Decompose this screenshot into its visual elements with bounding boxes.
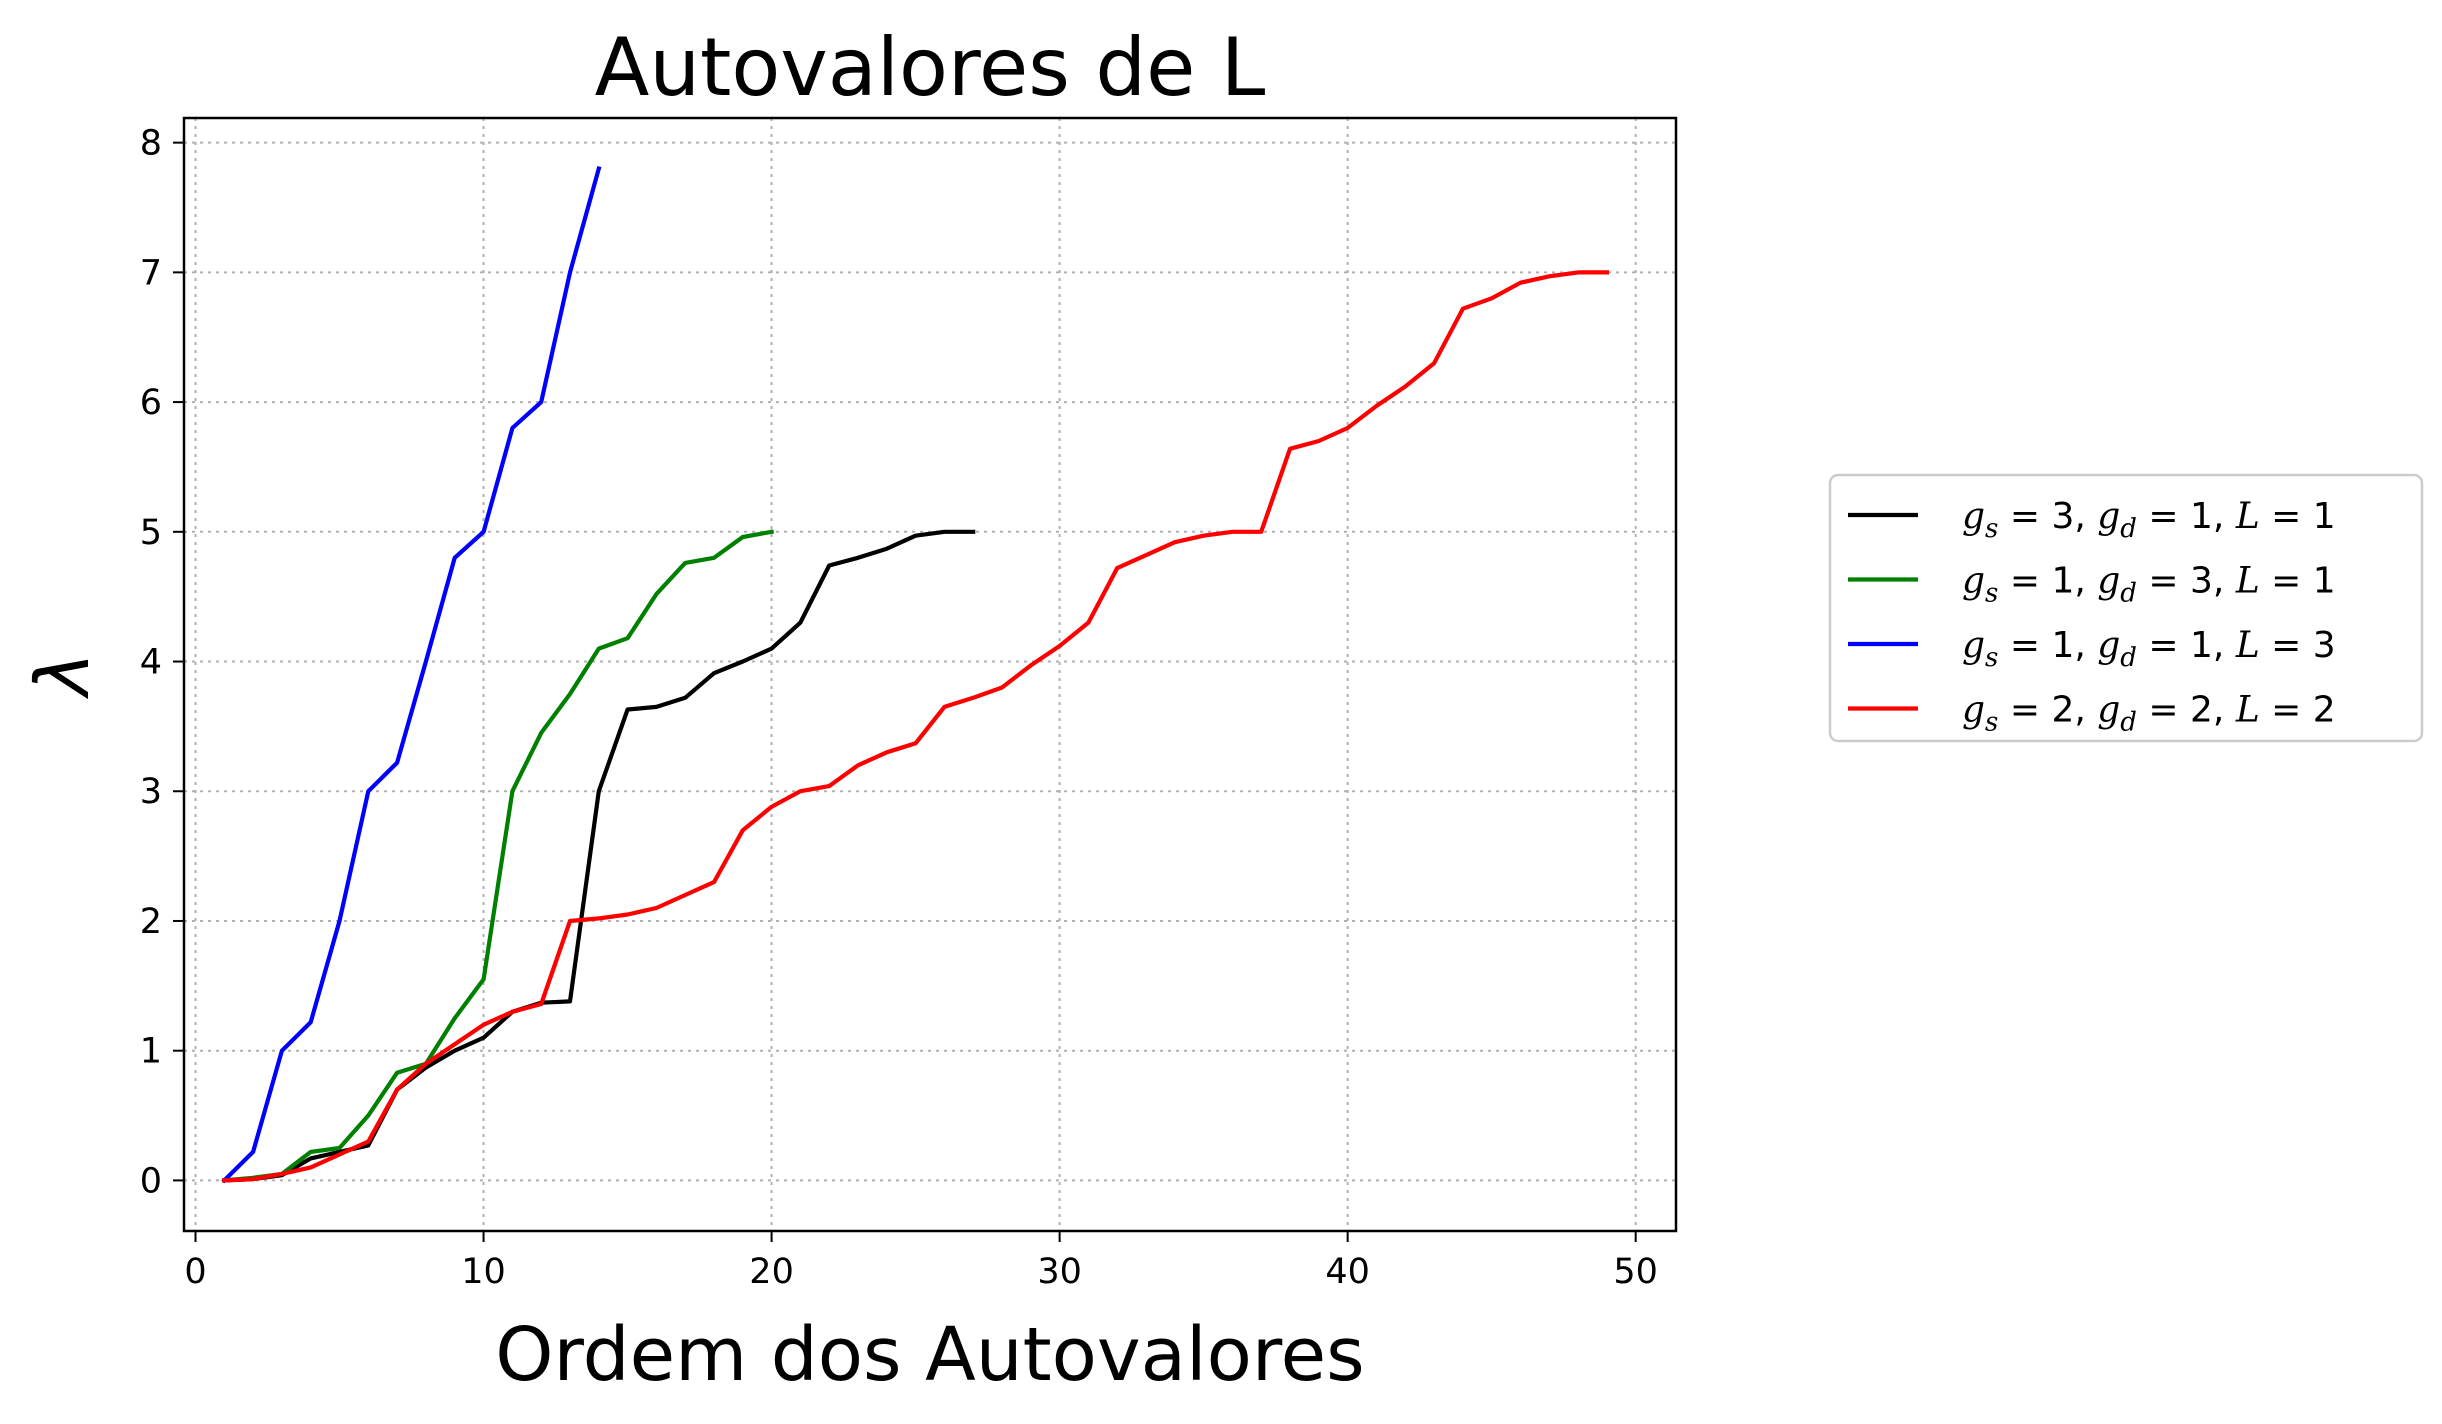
x-axis-label: Ordem dos Autovalores: [495, 1312, 1364, 1398]
y-tick-label: 6: [140, 383, 162, 423]
legend-entry: gs = 2, gd = 2, L = 2: [1848, 690, 2336, 738]
x-axis-ticks: 0 10 20 30 40 50: [184, 1231, 1658, 1292]
series-lines: [221, 166, 1610, 1184]
chart-title: Autovalores de L: [595, 21, 1266, 114]
legend-frame: [1828, 473, 2424, 743]
x-tick-label: 50: [1613, 1252, 1658, 1292]
legend-label: gs = 1, gd = 1, L = 3: [1962, 625, 2336, 673]
legend-label: gs = 1, gd = 3, L = 1: [1962, 561, 2336, 609]
y-axis-label: λ: [20, 652, 106, 700]
x-tick-label: 20: [749, 1252, 794, 1292]
y-tick-label: 1: [140, 1032, 162, 1072]
x-tick-label: 30: [1037, 1252, 1082, 1292]
y-tick-label: 5: [140, 513, 162, 553]
y-axis-ticks: 0 1 2 3 4 5 6 7 8: [140, 124, 184, 1201]
series-line-2: [222, 529, 775, 1183]
series-line-4: [222, 270, 1610, 1183]
y-tick-label: 2: [140, 902, 162, 942]
legend: gs = 3, gd = 1, L = 1 gs = 1, gd = 3, L =…: [1828, 473, 2424, 743]
legend-label: gs = 2, gd = 2, L = 2: [1962, 690, 2336, 738]
x-tick-label: 0: [184, 1252, 206, 1292]
y-tick-label: 0: [140, 1161, 162, 1201]
y-tick-label: 3: [140, 772, 162, 812]
x-tick-label: 10: [461, 1252, 506, 1292]
series-line-3: [221, 166, 602, 1184]
legend-entry: gs = 3, gd = 1, L = 1: [1848, 496, 2336, 544]
grid: [184, 118, 1676, 1231]
y-tick-label: 7: [140, 253, 162, 293]
legend-label: gs = 3, gd = 1, L = 1: [1962, 496, 2336, 544]
y-tick-label: 8: [140, 124, 162, 164]
plot-frame: [182, 116, 1678, 1233]
legend-entry: gs = 1, gd = 3, L = 1: [1848, 561, 2336, 609]
y-tick-label: 4: [140, 643, 162, 683]
x-tick-label: 40: [1325, 1252, 1370, 1292]
legend-entry: gs = 1, gd = 1, L = 3: [1848, 625, 2336, 673]
